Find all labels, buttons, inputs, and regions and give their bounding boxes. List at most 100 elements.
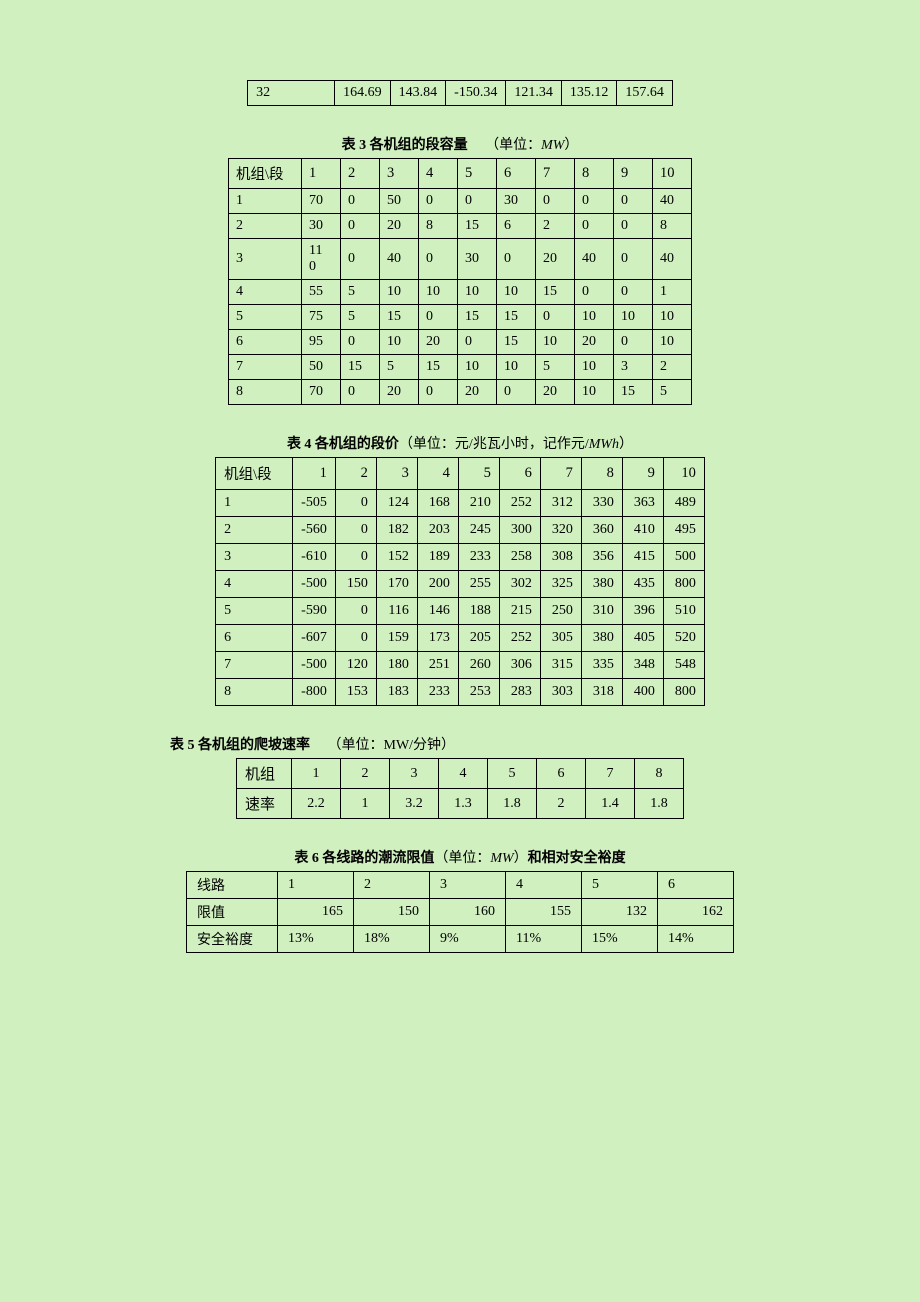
data-cell: 410 — [622, 517, 663, 544]
data-cell: 13% — [278, 926, 354, 953]
data-cell: 1.3 — [439, 789, 488, 819]
data-cell: 2 — [653, 355, 692, 380]
data-cell: 0 — [419, 380, 458, 405]
col-header-cell: 6 — [497, 159, 536, 189]
data-cell: 15 — [536, 280, 575, 305]
col-header-cell: 5 — [458, 159, 497, 189]
data-cell: 325 — [540, 571, 581, 598]
col-header-cell: 1 — [278, 872, 354, 899]
data-cell: 363 — [622, 490, 663, 517]
data-cell: 0 — [614, 189, 653, 214]
data-cell: 146 — [417, 598, 458, 625]
table-row: 线路123456 — [187, 872, 734, 899]
col-header-cell: 5 — [582, 872, 658, 899]
caption-italic: MWh — [589, 437, 619, 452]
data-cell: 320 — [540, 517, 581, 544]
col-header-cell: 2 — [335, 458, 376, 490]
row-label-cell: 6 — [229, 330, 302, 355]
data-cell: 70 — [302, 380, 341, 405]
row-label-cell: 4 — [229, 280, 302, 305]
data-cell: 15 — [341, 355, 380, 380]
data-cell: 3 — [614, 355, 653, 380]
data-cell: 300 — [499, 517, 540, 544]
data-cell: 500 — [663, 544, 704, 571]
data-cell: 0 — [341, 214, 380, 239]
data-cell: 120 — [335, 652, 376, 679]
data-cell: 233 — [417, 679, 458, 706]
table3: 机组\段123456789101700500030000402300208156… — [228, 158, 692, 405]
data-cell: 10 — [653, 305, 692, 330]
data-cell: 203 — [417, 517, 458, 544]
data-cell: 3.2 — [390, 789, 439, 819]
caption-suffix: ） — [619, 437, 633, 452]
data-cell: 15 — [497, 305, 536, 330]
data-cell: 182 — [376, 517, 417, 544]
data-cell: 2 — [536, 214, 575, 239]
col-header-cell: 7 — [586, 759, 635, 789]
data-cell: 2 — [537, 789, 586, 819]
data-cell: 380 — [581, 625, 622, 652]
data-cell: 8 — [419, 214, 458, 239]
data-cell: 30 — [302, 214, 341, 239]
col-header-cell: 4 — [417, 458, 458, 490]
data-cell: 10 — [458, 355, 497, 380]
data-cell: 1.8 — [635, 789, 684, 819]
data-cell: 188 — [458, 598, 499, 625]
row-header-cell: 机组\段 — [229, 159, 302, 189]
data-cell: 0 — [335, 490, 376, 517]
data-cell: 380 — [581, 571, 622, 598]
caption-rest1: （单位： — [434, 851, 490, 866]
row-label-cell: 限值 — [187, 899, 278, 926]
col-header-cell: 3 — [376, 458, 417, 490]
row-label-cell: 7 — [229, 355, 302, 380]
data-cell: 11% — [506, 926, 582, 953]
data-cell: 305 — [540, 625, 581, 652]
data-cell: 20 — [380, 380, 419, 405]
data-cell: 302 — [499, 571, 540, 598]
data-cell: 415 — [622, 544, 663, 571]
data-cell: -800 — [293, 679, 336, 706]
data-cell: 160 — [430, 899, 506, 926]
data-cell: 260 — [458, 652, 499, 679]
data-cell: 0 — [614, 214, 653, 239]
data-cell: -607 — [293, 625, 336, 652]
table5-block: 表 5 各机组的爬坡速率 （单位：MW/分钟） 机组12345678速率2.21… — [30, 734, 890, 819]
row-label-cell: 8 — [229, 380, 302, 405]
data-cell: 10 — [614, 305, 653, 330]
data-cell: 348 — [622, 652, 663, 679]
data-cell: 283 — [499, 679, 540, 706]
data-cell: 183 — [376, 679, 417, 706]
data-cell: 10 — [575, 355, 614, 380]
data-cell: 0 — [614, 280, 653, 305]
data-cell: 159 — [376, 625, 417, 652]
table4: 机组\段123456789101-50501241682102523123303… — [215, 457, 705, 706]
col-header-cell: 6 — [499, 458, 540, 490]
table-row: 7-500120180251260306315335348548 — [216, 652, 705, 679]
data-cell: 30 — [458, 239, 497, 280]
data-cell: 152 — [376, 544, 417, 571]
data-cell: 15 — [419, 355, 458, 380]
data-cell: 405 — [622, 625, 663, 652]
col-header-cell: 8 — [581, 458, 622, 490]
data-cell: 5 — [341, 280, 380, 305]
data-cell: 5 — [536, 355, 575, 380]
caption-bold: 表 4 各机组的段价 — [287, 437, 399, 452]
col-header-cell: 6 — [537, 759, 586, 789]
table-row: 机组\段12345678910 — [216, 458, 705, 490]
row-label-cell: 速率 — [236, 789, 291, 819]
data-cell: 0 — [341, 239, 380, 280]
data-cell: 510 — [663, 598, 704, 625]
data-cell: 205 — [458, 625, 499, 652]
data-cell: 0 — [335, 625, 376, 652]
col-header-cell: 2 — [354, 872, 430, 899]
data-cell: 0 — [341, 330, 380, 355]
table-row: 8-800153183233253283303318400800 — [216, 679, 705, 706]
col-header-cell: 5 — [458, 458, 499, 490]
data-cell: 173 — [417, 625, 458, 652]
data-cell: 0 — [419, 305, 458, 330]
data-cell: 0 — [335, 544, 376, 571]
data-cell: 800 — [663, 571, 704, 598]
row-label-cell: 5 — [216, 598, 293, 625]
table6: 线路123456限值165150160155132162安全裕度13%18%9%… — [186, 871, 734, 953]
caption-unit-prefix: （单位： — [485, 138, 541, 153]
